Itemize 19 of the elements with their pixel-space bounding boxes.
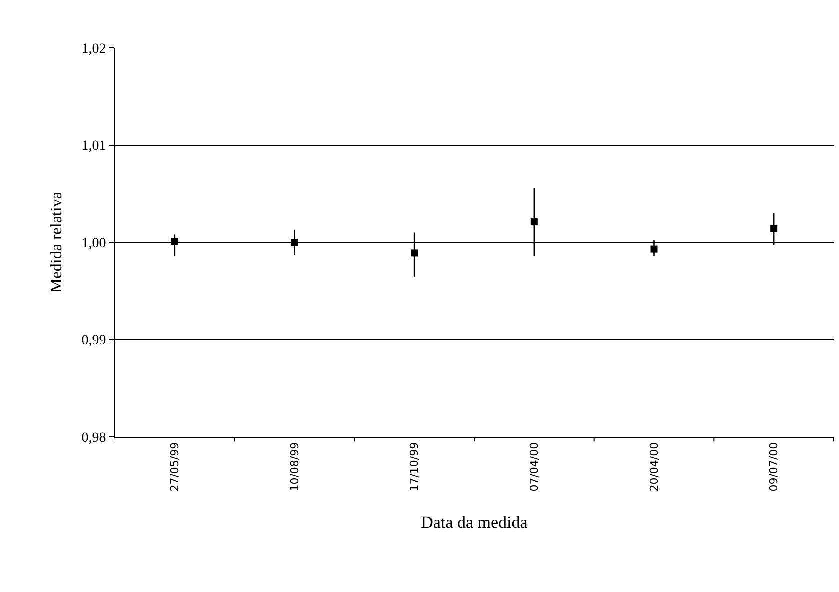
point [770,225,778,232]
x-tick-label: 17/10/99 [408,442,422,492]
point [411,250,418,257]
y-tick-label: 1,00 [82,236,106,252]
point [171,238,178,246]
x-axis-title: Data da medida [421,513,528,532]
x-tick-label: 20/04/00 [648,442,661,492]
x-tick-label: 27/05/99 [168,442,182,492]
y-tick-label: 0,99 [82,334,106,349]
point [530,218,538,226]
y-tick-label: 1,02 [82,42,106,57]
x-tick-label: 09/07/00 [768,442,781,492]
point [650,246,658,253]
x-tick-label: 07/04/00 [528,442,541,492]
x-tick-label: 10/08/99 [288,442,302,492]
point [291,239,298,246]
y-tick-label: 0,98 [82,430,106,446]
y-tick-label: 1,01 [82,139,106,154]
y-axis-title: Medida relativa [48,192,66,293]
